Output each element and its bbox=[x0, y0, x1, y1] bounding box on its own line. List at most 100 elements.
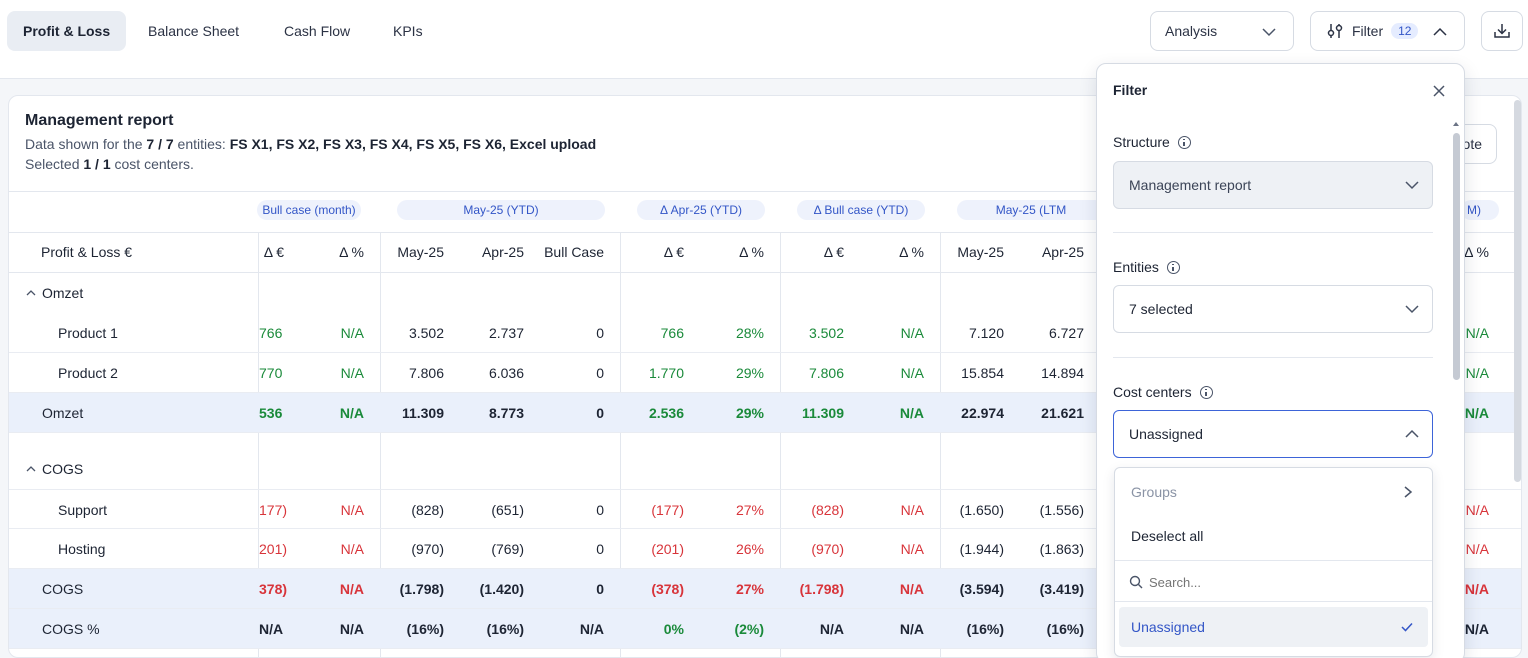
group-header-bull-case-month: Bull case (month) bbox=[257, 200, 361, 220]
row-label: COGS % bbox=[42, 621, 100, 637]
group-header-may-25-ytd: May-25 (YTD) bbox=[397, 200, 605, 220]
download-button[interactable] bbox=[1481, 11, 1523, 51]
top-navigation-bar: Profit & Loss Balance Sheet Cash Flow KP… bbox=[0, 0, 1528, 79]
section-row-cogs[interactable]: COGS bbox=[9, 449, 1521, 489]
filter-panel-scrollbar[interactable] bbox=[1452, 120, 1460, 658]
scroll-up-arrow-icon[interactable] bbox=[1452, 120, 1460, 128]
table-cell: 0 bbox=[596, 541, 604, 557]
table-cell: N/A bbox=[340, 325, 364, 341]
entities-select[interactable]: 7 selected bbox=[1113, 285, 1433, 333]
table-cell: 0% bbox=[663, 621, 684, 637]
group-header-delta-apr-25-ytd: Δ Apr-25 (YTD) bbox=[637, 200, 765, 220]
header-divider bbox=[9, 232, 1521, 233]
cost-centers-select[interactable]: Unassigned bbox=[1113, 410, 1433, 458]
cost-centers-label-text: Cost centers bbox=[1113, 384, 1192, 400]
table-cell: 6.727 bbox=[1048, 325, 1084, 341]
table-cell: 0 bbox=[596, 325, 604, 341]
info-icon[interactable] bbox=[1166, 260, 1180, 274]
deselect-all-button[interactable]: Deselect all bbox=[1131, 528, 1204, 544]
entities-list: FS X1, FS X2, FS X3, FS X4, FS X5, FS X6… bbox=[229, 136, 597, 152]
table-cell: 3.502 bbox=[808, 325, 844, 341]
group-header-delta-bull-case-ytd: Δ Bull case (YTD) bbox=[797, 200, 925, 220]
table-cell: 27% bbox=[735, 502, 764, 518]
column-separator bbox=[620, 232, 621, 657]
search-input[interactable] bbox=[1149, 571, 1409, 593]
entities-label: Entities bbox=[1113, 259, 1180, 275]
row-label: COGS bbox=[42, 581, 84, 597]
column-separator bbox=[258, 232, 259, 657]
table-cell: N/A bbox=[1465, 541, 1489, 557]
chevron-up-icon[interactable] bbox=[25, 463, 37, 475]
divider bbox=[1115, 560, 1432, 561]
column-header: May-25 bbox=[957, 244, 1004, 260]
header-divider bbox=[9, 272, 1521, 273]
tab-cash-flow[interactable]: Cash Flow bbox=[284, 23, 351, 39]
analysis-dropdown[interactable]: Analysis bbox=[1150, 11, 1294, 51]
table-cell: N/A bbox=[259, 621, 284, 637]
table-cell: N/A bbox=[1464, 621, 1489, 637]
group-header-truncated: M) bbox=[1461, 200, 1499, 220]
filter-panel-title: Filter bbox=[1113, 82, 1148, 98]
structure-select[interactable]: Management report bbox=[1113, 161, 1433, 209]
structure-label: Structure bbox=[1113, 134, 1191, 150]
table-cell: (970) bbox=[811, 541, 844, 557]
row-label: Support bbox=[58, 502, 108, 518]
row-label: Product 1 bbox=[58, 325, 118, 341]
table-cell: (1.650) bbox=[959, 502, 1004, 518]
table-cell: N/A bbox=[1465, 325, 1489, 341]
table-cell: 1.770 bbox=[648, 365, 684, 381]
scrollbar-thumb[interactable] bbox=[1453, 133, 1460, 380]
check-icon bbox=[1401, 622, 1413, 632]
info-icon[interactable] bbox=[1199, 385, 1213, 399]
table-cell: 536 bbox=[259, 405, 283, 421]
table-cell: (177) bbox=[651, 502, 684, 518]
table-cell: (1.863) bbox=[1039, 541, 1084, 557]
table-cell: 7.806 bbox=[808, 365, 844, 381]
analysis-label: Analysis bbox=[1165, 23, 1218, 39]
option-unassigned[interactable]: Unassigned bbox=[1119, 607, 1428, 647]
column-header: Δ € bbox=[823, 244, 844, 260]
column-header: Δ % bbox=[899, 244, 924, 260]
groups-menu-item[interactable]: Groups bbox=[1131, 484, 1177, 500]
info-icon[interactable] bbox=[1177, 135, 1191, 149]
filter-panel: Filter Structure Management report Entit… bbox=[1096, 63, 1465, 658]
table-row: Support 177) N/A (828) (651) 0 (177) 27% (828) N… bbox=[9, 489, 1521, 529]
table-cell: 29% bbox=[735, 405, 764, 421]
chevron-up-icon[interactable] bbox=[25, 287, 37, 299]
cost-centers-label: Cost centers bbox=[1113, 384, 1213, 400]
table-cell: 28% bbox=[735, 325, 764, 341]
table-cell: N/A bbox=[339, 621, 364, 637]
section-row-omzet[interactable]: Omzet bbox=[9, 273, 1521, 313]
cost-centers-value: Unassigned bbox=[1129, 426, 1203, 442]
tab-balance-sheet[interactable]: Balance Sheet bbox=[148, 23, 240, 39]
filter-count-badge: 12 bbox=[1391, 23, 1419, 39]
table-cell: N/A bbox=[339, 405, 364, 421]
table-cell: 201) bbox=[259, 541, 288, 557]
table-cell: 766 bbox=[660, 325, 684, 341]
table-row: Product 1 766 N/A 3.502 2.737 0 766 28% 3.502 N/… bbox=[9, 313, 1521, 353]
table-cell: 770 bbox=[259, 365, 283, 381]
table-cell: (1.556) bbox=[1039, 502, 1084, 518]
table-cell: 21.621 bbox=[1041, 405, 1084, 421]
search-icon bbox=[1129, 575, 1143, 589]
sliders-icon bbox=[1327, 24, 1343, 38]
pnl-table: Bull case (month) May-25 (YTD) Δ Apr-25 … bbox=[9, 191, 1521, 657]
section-label: COGS bbox=[42, 461, 84, 477]
table-cell: 3.502 bbox=[408, 325, 444, 341]
tab-kpis[interactable]: KPIs bbox=[393, 23, 423, 39]
structure-value: Management report bbox=[1129, 177, 1252, 193]
chevron-down-icon bbox=[1405, 181, 1419, 190]
table-cell: 766 bbox=[259, 325, 283, 341]
option-label: Unassigned bbox=[1131, 619, 1205, 635]
structure-label-text: Structure bbox=[1113, 134, 1170, 150]
table-cell: 2.536 bbox=[648, 405, 684, 421]
table-cell: N/A bbox=[899, 405, 924, 421]
tab-profit-and-loss[interactable]: Profit & Loss bbox=[7, 11, 127, 51]
close-icon[interactable] bbox=[1432, 84, 1446, 98]
table-row: Product 2 770 N/A 7.806 6.036 0 1.770 29% 7.806… bbox=[9, 353, 1521, 393]
column-header: Apr-25 bbox=[1041, 244, 1084, 260]
table-cell: 0 bbox=[596, 405, 604, 421]
table-scrollbar-thumb[interactable] bbox=[1514, 100, 1521, 482]
chevron-right-icon[interactable] bbox=[1401, 485, 1415, 499]
filter-button[interactable]: Filter 12 bbox=[1310, 11, 1465, 51]
